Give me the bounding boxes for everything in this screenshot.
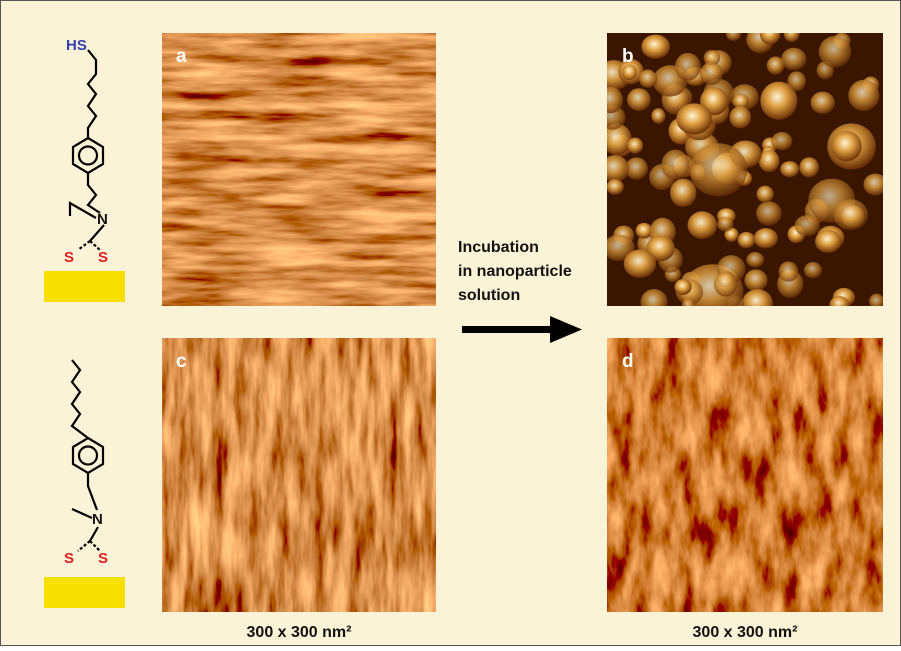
nanoparticle	[780, 161, 799, 177]
gold-surface	[44, 577, 125, 608]
nanoparticle	[729, 106, 751, 128]
nanoparticle	[754, 228, 778, 248]
nanoparticle	[815, 230, 841, 253]
nanoparticle	[688, 211, 718, 239]
nanoparticle	[661, 150, 689, 180]
nanoparticle	[641, 35, 669, 59]
panel-label: a	[176, 46, 187, 67]
atom-label: S	[98, 550, 108, 567]
nanoparticle	[675, 53, 701, 81]
nanoparticle	[831, 131, 862, 161]
nanoparticle	[689, 143, 747, 196]
scale-label: 300 x 300 nm²	[693, 624, 798, 641]
nanoparticle	[799, 157, 819, 177]
atom-label: S	[98, 249, 108, 266]
nanoparticle	[759, 150, 780, 172]
nanoparticle	[714, 272, 737, 296]
panel-label: d	[622, 351, 634, 372]
nanoparticle	[744, 269, 767, 291]
nanoparticle	[627, 138, 643, 154]
nanoparticle	[757, 186, 774, 203]
gold-surface	[44, 271, 125, 302]
nanoparticle	[804, 262, 822, 278]
atom-label: S	[64, 249, 74, 266]
afm-image-a	[162, 33, 436, 306]
figure: a b c d Incubation in nanoparticle solut…	[0, 0, 901, 646]
nanoparticle	[779, 261, 799, 281]
nanoparticle	[795, 215, 820, 236]
atom-label: S	[64, 550, 74, 567]
arrow-text: solution	[458, 287, 520, 304]
nanoparticle	[819, 36, 851, 68]
scale-label: 300 x 300 nm²	[247, 624, 352, 641]
nanoparticle	[746, 252, 764, 267]
nanoparticle	[606, 179, 623, 195]
nanoparticle	[651, 108, 665, 123]
afm-image-d	[607, 338, 883, 612]
nanoparticle	[717, 217, 733, 231]
nanoparticle	[627, 88, 651, 111]
nanoparticle	[624, 250, 656, 278]
nanoparticle	[833, 199, 868, 230]
nanoparticle	[674, 279, 691, 295]
arrow-text: Incubation	[458, 239, 539, 256]
panel-label: b	[622, 46, 634, 67]
panel-label: c	[176, 351, 187, 372]
afm-image-c	[162, 338, 436, 612]
nanoparticle	[639, 70, 657, 88]
nanoparticle	[700, 62, 723, 84]
nanoparticle	[811, 92, 835, 114]
nanoparticle	[781, 48, 806, 70]
atom-label: HS	[66, 37, 87, 54]
atom-label: N	[92, 511, 103, 528]
nanoparticle	[676, 103, 712, 134]
nanoparticle	[848, 80, 879, 111]
nanoparticle	[756, 201, 781, 225]
atom-label: N	[97, 211, 108, 228]
nanoparticle	[771, 132, 792, 150]
nanoparticle	[670, 179, 697, 207]
nanoparticle	[738, 232, 756, 248]
arrow-text: in nanoparticle	[458, 263, 572, 280]
nanoparticle	[787, 71, 806, 91]
